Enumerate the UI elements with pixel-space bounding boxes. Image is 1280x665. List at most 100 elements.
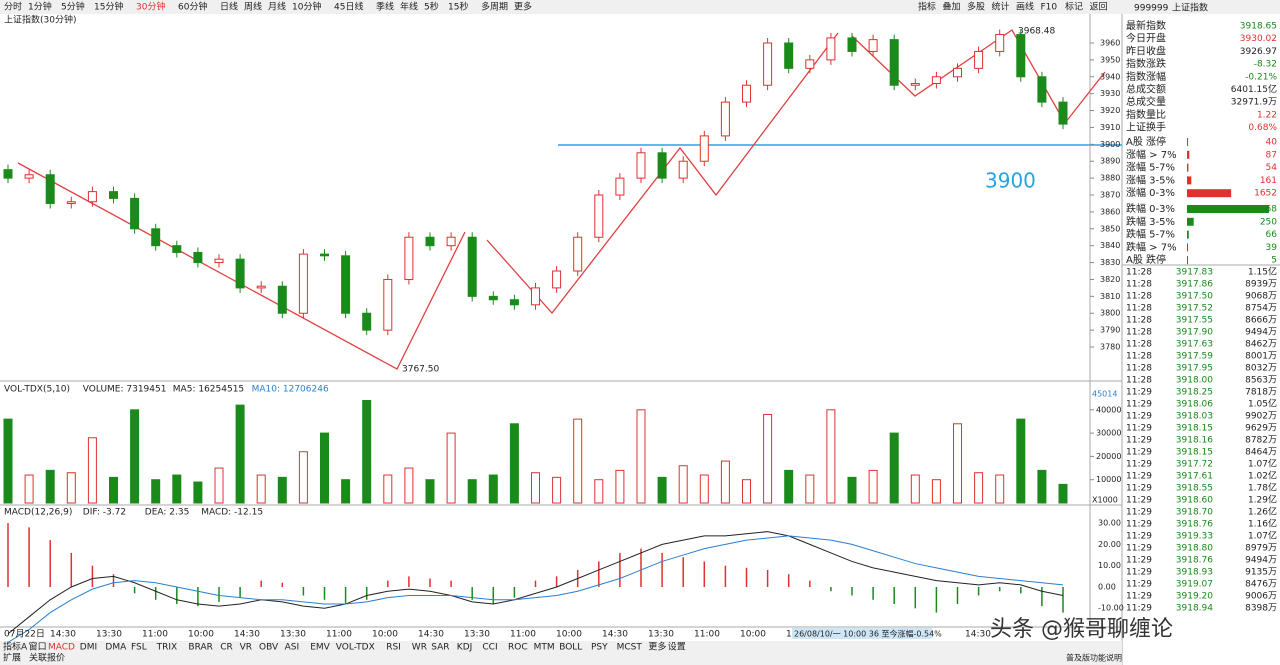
- price-tick-label: 3800: [1100, 309, 1120, 318]
- indicator-tab[interactable]: PSY: [591, 643, 608, 653]
- breadth-count: 3068: [1254, 205, 1277, 215]
- candle: [910, 83, 920, 86]
- tick-volume: 1.78亿: [1248, 482, 1277, 494]
- indicator-tab[interactable]: ROC: [508, 643, 528, 653]
- candle: [889, 39, 899, 86]
- tick-time: 11:28: [1126, 328, 1152, 338]
- period-tab[interactable]: 15分钟: [94, 1, 123, 13]
- volume-bar: [446, 432, 456, 504]
- tick-time: 11:29: [1126, 556, 1152, 566]
- candle: [931, 76, 941, 85]
- time-label: 14:30: [965, 630, 991, 640]
- indicator-tab[interactable]: VR: [240, 643, 252, 653]
- indicator-tab[interactable]: CR: [220, 643, 233, 653]
- period-tab[interactable]: 1分钟: [28, 1, 52, 13]
- indicator-tab[interactable]: MACD: [48, 643, 75, 653]
- quote-value: 32971.9万: [1231, 98, 1277, 108]
- period-tab[interactable]: 多周期: [481, 1, 508, 13]
- tool-button[interactable]: 画线: [1016, 1, 1034, 13]
- period-tab[interactable]: 60分钟: [178, 1, 207, 13]
- tick-time: 11:29: [1126, 436, 1152, 446]
- tick-volume: 9006万: [1245, 592, 1277, 602]
- indicator-tab[interactable]: MTM: [534, 643, 555, 653]
- tick-price: 3917.50: [1176, 292, 1213, 302]
- indicator-tab[interactable]: RSI: [386, 643, 401, 653]
- tool-button[interactable]: 返回: [1090, 1, 1108, 13]
- period-tab[interactable]: 10分钟: [292, 1, 321, 13]
- macd-axis-label: 0.00: [1098, 582, 1116, 591]
- price-tick-label: 3950: [1100, 55, 1120, 64]
- volume-bar: [488, 474, 498, 504]
- quote-label: 今日开盘: [1126, 32, 1166, 45]
- volume-bar: [573, 418, 583, 504]
- indicator-tab[interactable]: EMV: [310, 643, 330, 653]
- volume-bar: [742, 479, 751, 504]
- candle: [214, 258, 224, 264]
- tick-time: 11:29: [1126, 424, 1152, 434]
- indicator-tab[interactable]: CCI: [482, 643, 497, 653]
- indicator-tab[interactable]: KDJ: [457, 643, 473, 653]
- time-label: 10:00: [372, 630, 398, 640]
- indicator-tab[interactable]: DMI: [80, 643, 97, 653]
- period-tab[interactable]: 15秒: [448, 1, 468, 13]
- indicator-tab[interactable]: TRIX: [156, 643, 178, 653]
- tick-time: 11:29: [1126, 544, 1152, 554]
- tick-time: 11:29: [1126, 388, 1152, 398]
- bottom-tab[interactable]: 扩展: [3, 652, 21, 664]
- tick-time: 11:29: [1126, 400, 1152, 410]
- candle: [66, 201, 76, 204]
- period-tab[interactable]: 日线: [220, 1, 238, 13]
- period-tab[interactable]: 年线: [400, 1, 418, 13]
- period-tab[interactable]: 5秒: [424, 1, 439, 13]
- breadth-count: 39: [1266, 243, 1278, 253]
- candle: [763, 42, 773, 86]
- period-tab[interactable]: 45日线: [334, 1, 363, 13]
- indicator-tab[interactable]: DMA: [105, 643, 127, 653]
- indicator-tab[interactable]: MCST: [617, 643, 643, 653]
- indicator-tab[interactable]: VOL-TDX: [336, 643, 375, 653]
- candle: [699, 135, 709, 162]
- tick-volume: 8001万: [1245, 352, 1277, 362]
- indicator-tab[interactable]: BOLL: [559, 643, 582, 653]
- tool-button[interactable]: 多股: [967, 1, 985, 13]
- indicator-tab[interactable]: SAR: [431, 643, 449, 653]
- tool-button[interactable]: F10: [1041, 3, 1058, 13]
- price-tick-label: 3810: [1100, 292, 1120, 301]
- price-tick-label: 3780: [1100, 343, 1120, 352]
- indicator-tab[interactable]: 设置: [668, 642, 686, 653]
- candle: [1037, 76, 1047, 103]
- period-tab[interactable]: 更多: [514, 1, 532, 13]
- tool-button[interactable]: 标记: [1065, 1, 1083, 13]
- indicator-tab[interactable]: OBV: [259, 643, 279, 653]
- tick-time: 11:28: [1126, 280, 1152, 290]
- period-tab[interactable]: 5分钟: [61, 1, 85, 13]
- tab-bar-bg: [0, 641, 1122, 665]
- tick-volume: 1.26亿: [1248, 506, 1277, 518]
- period-tab[interactable]: 季线: [376, 1, 394, 13]
- period-tab[interactable]: 分时: [4, 1, 22, 13]
- indicator-tab[interactable]: FSL: [131, 643, 147, 653]
- tool-button[interactable]: 统计: [992, 1, 1010, 13]
- tool-button[interactable]: 叠加: [943, 2, 961, 13]
- indicator-tab[interactable]: 更多: [648, 641, 666, 653]
- breadth-label: A股 涨停: [1126, 135, 1166, 148]
- candle: [45, 174, 55, 204]
- period-tab[interactable]: 月线: [268, 1, 286, 13]
- indicator-tab[interactable]: WR: [412, 643, 427, 653]
- quote-value: 6401.15亿: [1231, 83, 1277, 95]
- volume-legend: MA10: 12706246: [252, 385, 329, 395]
- tool-button[interactable]: 指标: [918, 1, 936, 13]
- indicator-tab[interactable]: 窗口: [29, 641, 47, 653]
- period-tab[interactable]: 周线: [244, 1, 262, 13]
- macd-axis-label: 30.00: [1098, 519, 1121, 528]
- period-tab[interactable]: 30分钟: [136, 1, 165, 13]
- indicator-tab[interactable]: ASI: [285, 643, 300, 653]
- indicator-tab[interactable]: 指标A: [3, 641, 28, 653]
- candle: [298, 253, 308, 314]
- breadth-label: 跌幅 3-5%: [1126, 215, 1175, 228]
- bottom-tab[interactable]: 关联报价: [29, 652, 65, 664]
- indicator-tab[interactable]: BRAR: [188, 643, 212, 653]
- volume-bar: [594, 479, 604, 504]
- time-label: 13:30: [648, 630, 674, 640]
- tick-volume: 7818万: [1245, 388, 1277, 398]
